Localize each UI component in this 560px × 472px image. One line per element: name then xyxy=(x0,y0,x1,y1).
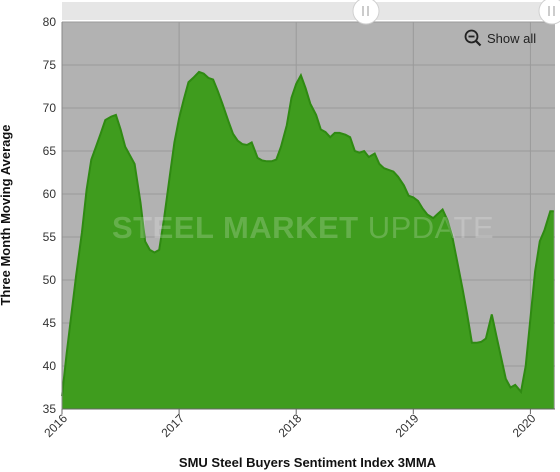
watermark-word-steel: STEEL xyxy=(112,210,214,245)
x-tick-label: 2018 xyxy=(276,411,305,440)
x-tick-label: 2020 xyxy=(510,411,539,440)
range-navigator[interactable] xyxy=(62,0,560,25)
axes xyxy=(61,22,555,414)
watermark-logo: STEEL MARKET UPDATE xyxy=(112,210,494,246)
navigator-track[interactable] xyxy=(62,2,555,20)
navigator-handle-left[interactable] xyxy=(352,0,380,25)
y-axis-title: Three Month Moving Average xyxy=(0,124,13,306)
y-tick-label: 80 xyxy=(43,15,57,29)
watermark-word-update: UPDATE xyxy=(367,210,495,245)
navigator-handle-right[interactable] xyxy=(538,0,560,25)
y-tick-label: 55 xyxy=(43,230,57,244)
x-tick-label: 2019 xyxy=(393,411,422,440)
show-all-button[interactable]: Show all xyxy=(464,28,536,48)
zoom-out-icon xyxy=(464,29,482,47)
y-tick-label: 60 xyxy=(43,187,57,201)
y-tick-label: 65 xyxy=(43,144,57,158)
y-tick-label: 40 xyxy=(43,359,57,373)
series-area xyxy=(61,70,554,410)
y-tick-label: 70 xyxy=(43,101,57,115)
series-line xyxy=(61,70,554,397)
x-axis-title: SMU Steel Buyers Sentiment Index 3MMA xyxy=(178,455,437,470)
x-tick-label: 2017 xyxy=(158,411,187,440)
watermark-word-market: MARKET xyxy=(222,210,359,245)
y-tick-label: 50 xyxy=(43,273,57,287)
y-tick-label: 35 xyxy=(43,402,57,416)
show-all-label: Show all xyxy=(487,30,537,46)
y-tick-label: 75 xyxy=(43,58,57,72)
y-tick-label: 45 xyxy=(43,316,57,330)
series-area-fill xyxy=(62,71,554,410)
